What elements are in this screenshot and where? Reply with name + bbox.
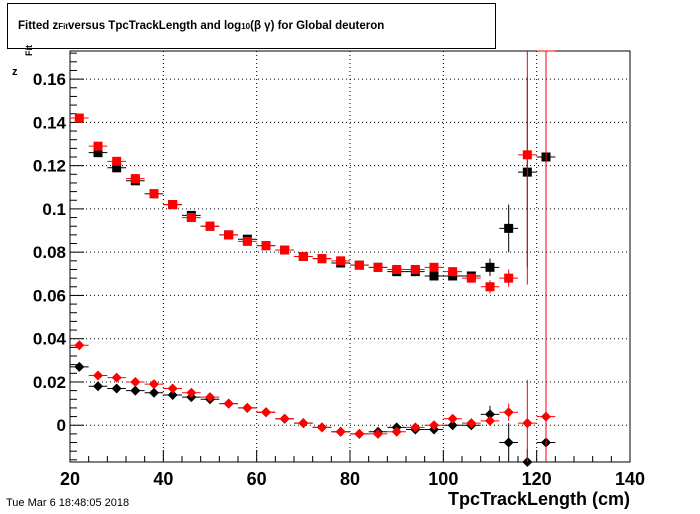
data-point-square bbox=[261, 241, 271, 251]
data-point-square bbox=[485, 282, 495, 292]
data-point-diamond bbox=[335, 426, 346, 437]
data-point-diamond bbox=[167, 383, 178, 394]
x-tick-label: 20 bbox=[60, 469, 80, 489]
data-point-square bbox=[112, 156, 122, 166]
y-axis-label-sub: Fit bbox=[24, 45, 34, 56]
data-point-diamond bbox=[429, 420, 439, 431]
x-tick-label: 140 bbox=[615, 469, 645, 489]
data-point-diamond bbox=[447, 413, 458, 424]
data-point-diamond bbox=[186, 387, 197, 398]
chart-title: Fitted z Fit versus TpcTrackLength and lo… bbox=[7, 3, 496, 49]
data-point-diamond bbox=[410, 422, 421, 433]
data-point-square bbox=[429, 262, 439, 272]
data-point-diamond bbox=[223, 398, 234, 409]
data-point-square bbox=[93, 148, 103, 158]
data-point-square bbox=[93, 141, 103, 151]
data-point-square bbox=[149, 189, 159, 199]
data-point-diamond bbox=[373, 428, 383, 439]
data-point-diamond bbox=[485, 415, 495, 426]
title-prefix: Fitted z bbox=[18, 20, 59, 32]
data-point-diamond bbox=[522, 418, 533, 429]
x-tick-label: 100 bbox=[428, 469, 458, 489]
data-point-square bbox=[242, 236, 252, 246]
data-point-diamond bbox=[130, 376, 141, 387]
data-point-square bbox=[130, 174, 140, 184]
data-point-diamond bbox=[242, 402, 253, 413]
data-point-diamond bbox=[93, 381, 103, 392]
x-tick-label: 60 bbox=[247, 469, 267, 489]
data-point-diamond bbox=[485, 409, 495, 420]
data-point-diamond bbox=[317, 422, 327, 433]
data-point-diamond bbox=[167, 389, 178, 400]
data-point-square bbox=[112, 163, 122, 173]
data-point-diamond bbox=[541, 411, 551, 422]
data-point-diamond bbox=[111, 383, 122, 394]
y-tick-label: 0.14 bbox=[33, 113, 67, 132]
x-tick-label: 80 bbox=[340, 469, 360, 489]
data-point-square bbox=[448, 267, 458, 277]
data-point-diamond bbox=[466, 418, 477, 429]
data-point-square bbox=[354, 260, 364, 270]
data-point-square bbox=[205, 221, 215, 231]
data-point-square bbox=[317, 254, 327, 264]
y-tick-label: 0.08 bbox=[33, 243, 66, 262]
x-axis-label: TpcTrackLength (cm) bbox=[447, 489, 630, 509]
x-tick-label: 120 bbox=[522, 469, 552, 489]
data-point-square bbox=[504, 273, 514, 283]
title-sub-fit: Fit bbox=[58, 21, 69, 31]
data-point-diamond bbox=[354, 428, 365, 439]
data-point-diamond bbox=[205, 392, 215, 403]
y-axis-label-z: z bbox=[12, 66, 18, 78]
data-point-diamond bbox=[93, 370, 103, 381]
data-point-diamond bbox=[279, 413, 290, 424]
y-tick-label: 0.16 bbox=[33, 70, 66, 89]
data-point-diamond bbox=[503, 437, 514, 448]
x-tick-label: 40 bbox=[153, 469, 173, 489]
y-tick-label: 0.02 bbox=[33, 373, 66, 392]
data-point-diamond bbox=[298, 418, 309, 429]
data-point-square bbox=[522, 150, 532, 160]
data-point-diamond bbox=[391, 426, 402, 437]
datestamp: Tue Mar 6 18:48:05 2018 bbox=[6, 497, 130, 509]
title-sub-10: 10 bbox=[241, 21, 251, 31]
title-suffix: (β γ) for Global deuteron bbox=[250, 20, 385, 32]
data-point-square bbox=[186, 213, 196, 223]
data-point-square bbox=[373, 262, 383, 272]
y-tick-label: 0.06 bbox=[33, 286, 66, 305]
data-point-square bbox=[392, 264, 402, 274]
data-point-diamond bbox=[261, 407, 271, 418]
data-point-diamond bbox=[130, 385, 141, 396]
data-point-square bbox=[336, 256, 346, 266]
y-tick-label: 0.1 bbox=[42, 200, 66, 219]
data-point-square bbox=[280, 245, 290, 255]
y-tick-label: 0.12 bbox=[33, 157, 66, 176]
data-point-square bbox=[168, 200, 178, 210]
data-point-square bbox=[485, 262, 495, 272]
data-point-diamond bbox=[447, 420, 458, 431]
data-point-square bbox=[466, 273, 476, 283]
y-tick-label: 0.04 bbox=[33, 330, 67, 349]
data-point-square bbox=[410, 264, 420, 274]
data-point-square bbox=[74, 113, 84, 123]
data-point-square bbox=[429, 271, 439, 281]
data-point-square bbox=[504, 223, 514, 233]
data-point-diamond bbox=[149, 379, 159, 390]
data-point-diamond bbox=[149, 387, 159, 398]
data-point-diamond bbox=[74, 361, 85, 372]
title-middle: versus TpcTrackLength and log bbox=[68, 20, 242, 32]
data-point-square bbox=[224, 230, 234, 240]
data-point-diamond bbox=[74, 340, 85, 351]
data-point-square bbox=[298, 252, 308, 261]
y-tick-label: 0 bbox=[57, 416, 66, 435]
data-point-diamond bbox=[111, 372, 122, 383]
data-point-diamond bbox=[503, 407, 514, 418]
